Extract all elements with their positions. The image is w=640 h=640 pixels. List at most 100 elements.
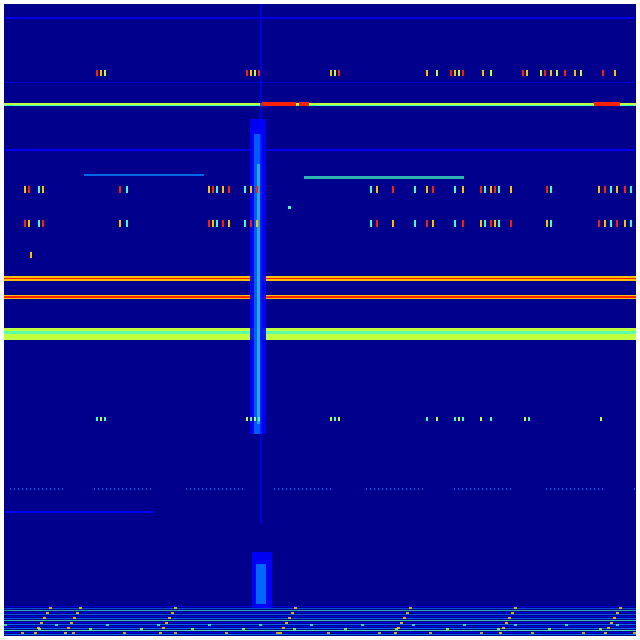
marker xyxy=(614,70,616,76)
noise-speck xyxy=(548,628,551,630)
noise-speck xyxy=(480,632,483,634)
dot xyxy=(406,488,407,490)
dot xyxy=(302,488,303,490)
marker xyxy=(38,220,40,227)
marker xyxy=(546,220,548,227)
marker xyxy=(414,186,416,193)
dot xyxy=(390,488,391,490)
noise-line xyxy=(4,630,636,631)
dot xyxy=(22,488,23,490)
noise-line xyxy=(4,608,636,609)
noise-streak xyxy=(508,617,511,619)
marker xyxy=(376,220,378,227)
dot xyxy=(226,488,227,490)
marker xyxy=(630,220,632,227)
marker xyxy=(258,70,260,76)
dot xyxy=(378,488,379,490)
noise-speck xyxy=(55,624,58,626)
dot xyxy=(38,488,39,490)
noise-line xyxy=(4,618,636,619)
marker xyxy=(462,417,464,421)
noise-streak xyxy=(34,632,37,634)
marker xyxy=(96,70,98,76)
marker xyxy=(600,417,602,421)
dot xyxy=(102,488,103,490)
marker xyxy=(30,252,32,258)
marker xyxy=(256,220,258,227)
noise-speck xyxy=(242,628,245,630)
marker xyxy=(28,220,30,227)
peak-segment xyxy=(270,102,296,106)
noise-streak xyxy=(159,632,162,634)
marker xyxy=(334,417,336,421)
noise-speck xyxy=(327,632,330,634)
noise-speck xyxy=(191,628,194,630)
dot xyxy=(106,488,107,490)
dot xyxy=(562,488,563,490)
noise-streak xyxy=(397,627,400,629)
dot xyxy=(274,488,275,490)
noise-speck xyxy=(106,624,109,626)
dot xyxy=(582,488,583,490)
noise-streak xyxy=(285,622,288,624)
noise-streak xyxy=(168,617,171,619)
noise-speck xyxy=(157,624,160,626)
noise-speck xyxy=(259,624,262,626)
marker xyxy=(330,70,332,76)
marker xyxy=(258,417,260,421)
band xyxy=(4,328,636,340)
vertical-column xyxy=(257,164,260,424)
noise-streak xyxy=(162,627,165,629)
band xyxy=(4,331,636,334)
dot xyxy=(394,488,395,490)
noise-streak xyxy=(502,627,505,629)
noise-speck xyxy=(633,632,636,634)
spectrogram-plot xyxy=(4,4,636,636)
marker xyxy=(338,70,340,76)
marker xyxy=(244,186,246,193)
marker xyxy=(208,220,210,227)
marker xyxy=(42,186,44,193)
dot xyxy=(238,488,239,490)
dot xyxy=(466,488,467,490)
noise-speck xyxy=(38,628,41,630)
marker xyxy=(338,417,340,421)
dot xyxy=(482,488,483,490)
marker xyxy=(216,186,218,193)
marker xyxy=(454,70,456,76)
noise-line xyxy=(4,624,636,625)
marker xyxy=(392,220,394,227)
dot xyxy=(230,488,231,490)
noise-line xyxy=(4,634,636,635)
band xyxy=(4,105,636,106)
dot xyxy=(598,488,599,490)
dot xyxy=(578,488,579,490)
band xyxy=(4,82,636,83)
dot xyxy=(202,488,203,490)
noise-streak xyxy=(79,607,82,609)
dot xyxy=(546,488,547,490)
noise-streak xyxy=(43,617,46,619)
dot xyxy=(278,488,279,490)
marker xyxy=(498,220,500,227)
noise-streak xyxy=(619,607,622,609)
marker xyxy=(256,186,258,193)
noise-speck xyxy=(599,628,602,630)
marker xyxy=(490,70,492,76)
noise-speck xyxy=(582,632,585,634)
noise-streak xyxy=(613,617,616,619)
marker xyxy=(288,206,291,209)
dot xyxy=(486,488,487,490)
marker xyxy=(376,186,378,193)
marker xyxy=(254,417,256,421)
marker xyxy=(414,220,416,227)
noise-speck xyxy=(293,628,296,630)
marker xyxy=(544,70,546,76)
band xyxy=(4,149,636,151)
noise-streak xyxy=(403,617,406,619)
marker xyxy=(550,186,552,193)
dot xyxy=(554,488,555,490)
noise-speck xyxy=(463,624,466,626)
dot xyxy=(94,488,95,490)
dot xyxy=(570,488,571,490)
